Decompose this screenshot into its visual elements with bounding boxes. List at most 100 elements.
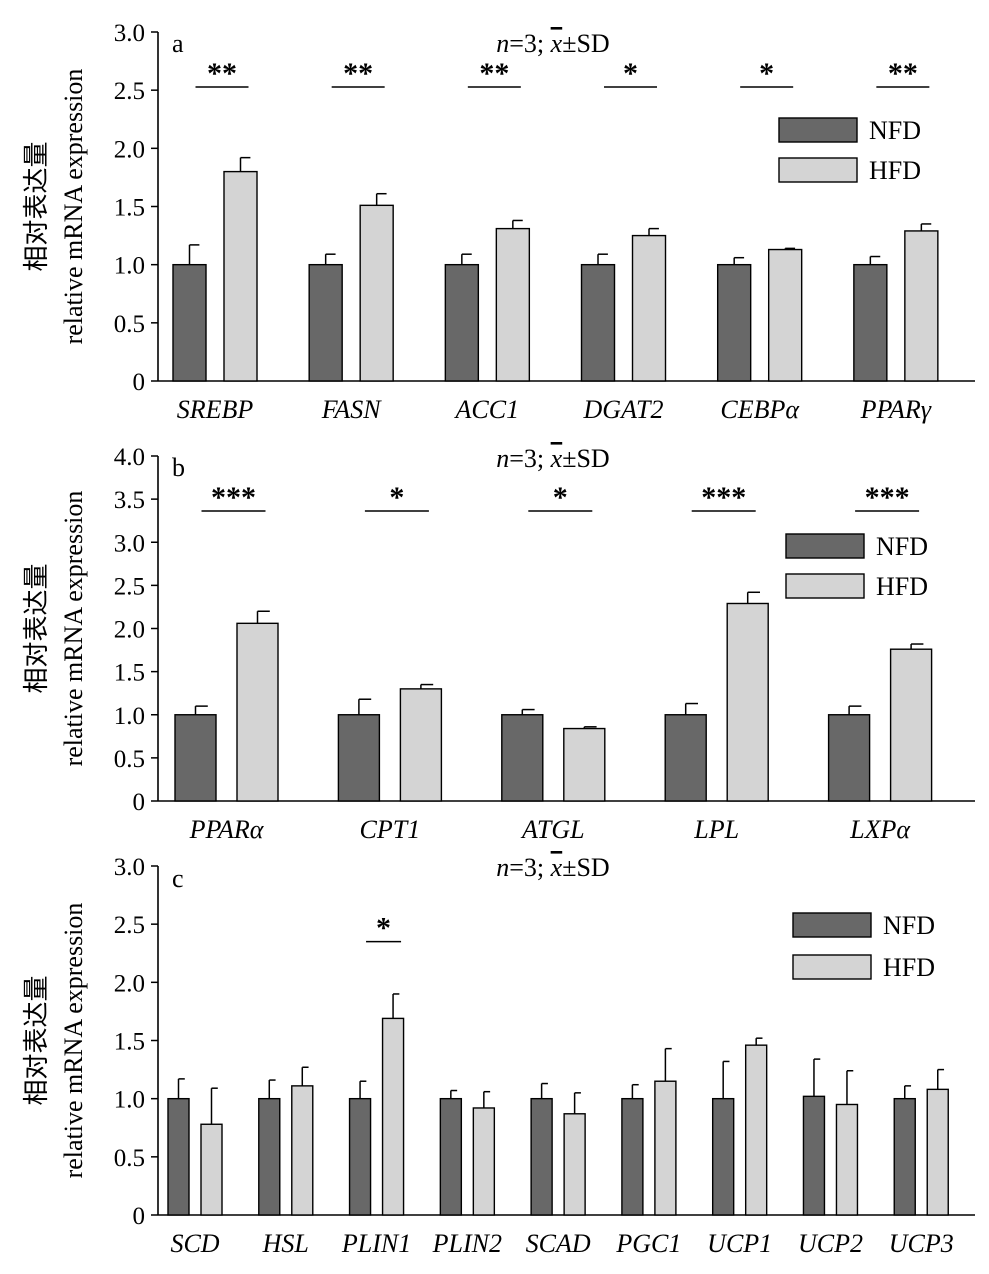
x-category-label: UCP1 — [707, 1229, 772, 1258]
x-category-label: PPARα — [189, 815, 265, 844]
significance-stars: * — [376, 912, 391, 945]
legend-swatch-nfd — [792, 912, 872, 938]
significance-stars: ** — [888, 57, 918, 90]
x-category-label: PLIN1 — [341, 1229, 411, 1258]
x-category-label: SCD — [170, 1229, 219, 1258]
y-tick-label: 1.5 — [114, 195, 145, 222]
y-tick-label: 0.5 — [114, 1145, 145, 1172]
bar-nfd-1 — [308, 263, 343, 382]
significance-stars: * — [759, 57, 774, 90]
stats-label: n=3; x±SD — [496, 29, 609, 58]
y-tick-label: 2.0 — [114, 970, 145, 997]
bar-nfd-3 — [439, 1097, 463, 1216]
y-tick-label: 0 — [133, 1203, 146, 1230]
legend-swatch-hfd — [785, 573, 865, 599]
bar-nfd-2 — [444, 263, 480, 382]
y-axis-label-cn: 相对表达量 — [22, 563, 51, 693]
panel-letter: b — [172, 453, 185, 482]
bar-nfd-1 — [337, 714, 381, 802]
y-tick-label: 2.5 — [114, 573, 145, 600]
x-category-label: DGAT2 — [583, 395, 664, 424]
bar-nfd-7 — [802, 1095, 826, 1216]
x-category-label: SREBP — [177, 395, 254, 424]
y-tick-label: 4.0 — [114, 444, 145, 471]
legend-label-hfd: HFD — [876, 572, 928, 601]
significance-stars: ** — [479, 57, 509, 90]
y-axis-label-en: relative mRNA expression — [59, 69, 88, 345]
chart-panel-b: 0 0.5 1.0 1.5 2.0 2.5 3.0 3.5 4.0 相对表达量 relative m… — [22, 444, 975, 844]
x-category-label: CEBPα — [720, 395, 800, 424]
significance-stars: *** — [211, 481, 256, 514]
y-tick-label: 3.0 — [114, 854, 145, 881]
bar-hfd-1 — [399, 688, 443, 802]
x-category-label: SCAD — [526, 1229, 591, 1258]
legend-swatch-nfd — [785, 533, 865, 559]
bar-hfd-2 — [495, 227, 531, 382]
x-category-label: FASN — [321, 395, 382, 424]
y-tick-label: 2.0 — [114, 136, 145, 163]
significance-stars: * — [623, 57, 638, 90]
bar-hfd-3 — [726, 602, 769, 802]
x-category-label: PPARγ — [860, 395, 932, 424]
x-category-label: LXPα — [849, 815, 911, 844]
bar-nfd-4 — [530, 1097, 553, 1216]
bar-nfd-8 — [893, 1097, 916, 1216]
x-category-label: ACC1 — [454, 395, 520, 424]
y-axis-label-en: relative mRNA expression — [59, 491, 88, 767]
bar-hfd-6 — [744, 1044, 768, 1216]
legend-label-hfd: HFD — [869, 156, 921, 185]
y-tick-label: 3.5 — [114, 487, 145, 514]
y-tick-label: 1.0 — [114, 703, 145, 730]
y-tick-label: 0 — [133, 369, 146, 396]
bar-hfd-1 — [359, 204, 394, 382]
bar-nfd-6 — [711, 1097, 735, 1216]
panel-letter: c — [172, 864, 184, 893]
x-category-label: UCP2 — [798, 1229, 863, 1258]
bar-hfd-4 — [767, 248, 803, 382]
y-tick-label: 1.5 — [114, 1029, 145, 1056]
y-tick-label: 2.0 — [114, 617, 145, 644]
x-category-label: PGC1 — [615, 1229, 681, 1258]
y-tick-label: 0.5 — [114, 746, 145, 773]
bar-nfd-5 — [853, 263, 888, 382]
legend-swatch-hfd — [778, 157, 858, 183]
bar-nfd-3 — [664, 714, 707, 802]
x-category-label: ATGL — [520, 815, 585, 844]
y-tick-label: 3.0 — [114, 20, 145, 47]
bar-hfd-3 — [472, 1107, 496, 1216]
bar-nfd-0 — [167, 1097, 190, 1216]
bar-nfd-1 — [258, 1097, 281, 1216]
x-category-label: HSL — [262, 1229, 309, 1258]
y-tick-label: 3.0 — [114, 530, 145, 557]
significance-stars: ** — [343, 57, 373, 90]
bar-hfd-4 — [563, 1113, 586, 1216]
y-axis-label-en: relative mRNA expression — [59, 903, 88, 1179]
chart-panel-c: 0 0.5 1.0 1.5 2.0 2.5 3.0 相对表达量 relative mRNA ex… — [22, 853, 975, 1258]
x-category-label: LPL — [693, 815, 739, 844]
bar-hfd-0 — [236, 622, 279, 802]
bar-hfd-3 — [631, 234, 667, 382]
y-axis-label-cn: 相对表达量 — [22, 975, 51, 1105]
significance-stars: * — [389, 481, 404, 514]
bar-nfd-0 — [174, 714, 217, 802]
legend-label-nfd: NFD — [876, 532, 928, 561]
y-tick-label: 0 — [133, 789, 146, 816]
bar-nfd-4 — [827, 714, 871, 802]
bar-hfd-1 — [291, 1085, 314, 1216]
legend-label-hfd: HFD — [883, 953, 935, 982]
bar-hfd-2 — [381, 1017, 405, 1216]
y-tick-label: 0.5 — [114, 311, 145, 338]
bar-hfd-8 — [926, 1088, 949, 1216]
y-tick-label: 1.0 — [114, 1087, 145, 1114]
x-category-label: UCP3 — [889, 1229, 954, 1258]
stats-label: n=3; x±SD — [496, 444, 609, 473]
bar-nfd-5 — [621, 1097, 644, 1216]
legend-label-nfd: NFD — [883, 911, 935, 940]
chart-panel-a: 0 0.5 1.0 1.5 2.0 2.5 3.0 相对表达量 relative mRNA ex… — [22, 20, 975, 424]
bar-nfd-0 — [172, 263, 207, 382]
bar-nfd-2 — [348, 1097, 372, 1216]
x-category-label: CPT1 — [360, 815, 421, 844]
y-tick-label: 1.5 — [114, 660, 145, 687]
